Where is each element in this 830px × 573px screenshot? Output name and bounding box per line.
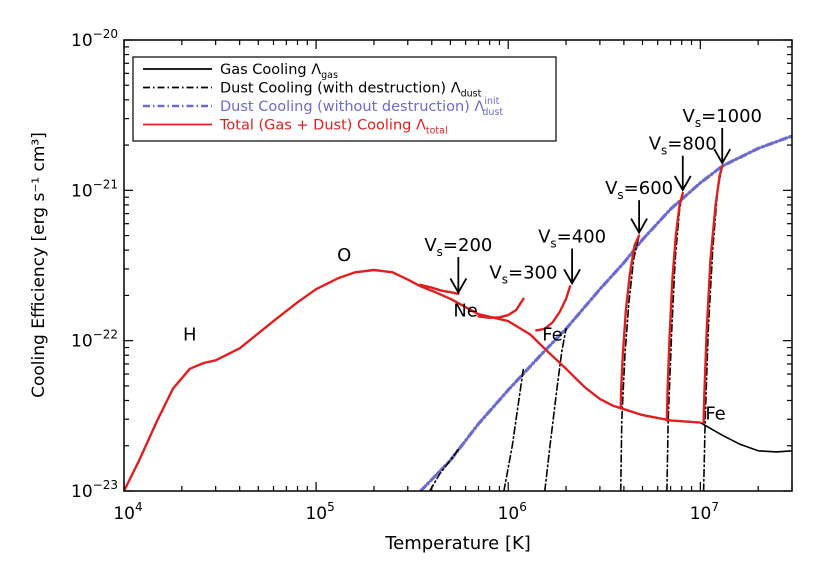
series-line-5 xyxy=(619,234,640,491)
legend-label: Total (Gas + Dust) Cooling Λtotal xyxy=(219,118,448,137)
annotation-layer: H O Ne Fe Fe Vs=200 Vs=300 Vs=400 Vs=600 Vs=800 Vs… xyxy=(183,106,762,424)
shock-arrow-head xyxy=(713,148,732,165)
legend-label: Dust Cooling (without destruction) Λinit… xyxy=(220,96,503,118)
series-layer xyxy=(124,134,792,491)
series-line-2 xyxy=(428,446,461,491)
series-line-9 xyxy=(419,283,460,295)
y-tick-label: 10−21 xyxy=(71,177,118,201)
shock-arrow-head xyxy=(673,175,692,192)
series-line-8 xyxy=(124,268,702,491)
legend-label: Gas Cooling Λgas xyxy=(220,62,338,81)
x-tick-label: 104 xyxy=(113,500,142,524)
element-label: O xyxy=(337,245,351,266)
series-line-3 xyxy=(503,368,525,491)
y-tick-label: 10−23 xyxy=(71,478,118,502)
shock-arrow-head xyxy=(630,218,648,235)
x-tick-label: 106 xyxy=(498,500,527,524)
legend-box xyxy=(132,56,557,142)
shock-velocity-label: Vs=600 xyxy=(605,178,673,202)
x-tick-label: 107 xyxy=(690,500,719,524)
shock-arrow-head xyxy=(563,268,581,286)
series-line-1 xyxy=(419,134,792,491)
shock-velocity-label: Vs=200 xyxy=(424,235,492,259)
x-axis-label: Temperature [K] xyxy=(384,533,531,554)
series-line-13 xyxy=(665,191,684,422)
shock-velocity-label: Vs=400 xyxy=(538,227,606,251)
y-axis-label: Cooling Efficiency [erg s⁻¹ cm³] xyxy=(29,132,49,398)
plot-frame xyxy=(123,39,793,492)
shock-velocity-label: Vs=800 xyxy=(649,134,717,158)
legend-label: Dust Cooling (with destruction) Λdust xyxy=(220,81,482,100)
element-label: Fe xyxy=(705,403,725,424)
element-label: Fe xyxy=(542,325,562,346)
series-line-10 xyxy=(477,297,525,319)
shock-velocity-label: Vs=300 xyxy=(489,262,557,286)
x-tick-label: 105 xyxy=(305,500,334,524)
series-line-12 xyxy=(619,234,641,409)
series-line-11 xyxy=(535,285,572,332)
shock-velocity-label: Vs=1000 xyxy=(682,106,761,130)
y-tick-label: 10−20 xyxy=(71,27,118,51)
element-label: Ne xyxy=(453,300,478,321)
ticks-layer: 104 105 106 107 10−23 10−22 10−21 10−20 xyxy=(71,27,793,524)
series-line-4 xyxy=(544,328,567,491)
series-line-14 xyxy=(702,164,724,424)
y-tick-label: 10−22 xyxy=(71,328,118,352)
element-label: H xyxy=(183,325,197,346)
shock-arrow-head xyxy=(449,277,468,295)
series-line-0 xyxy=(699,421,792,453)
